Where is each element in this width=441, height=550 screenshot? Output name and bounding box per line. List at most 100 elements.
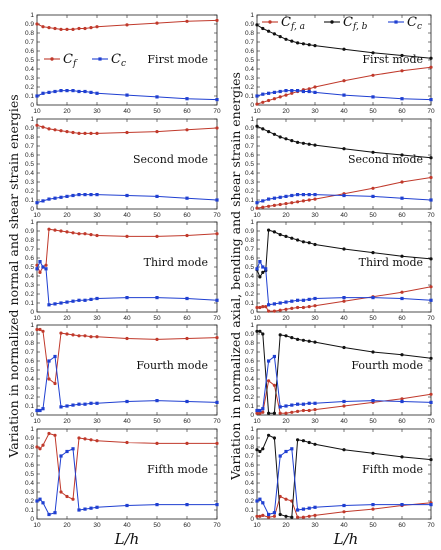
- right-fifth-mode-cf-b-point: [313, 442, 317, 446]
- left-fourth-mode-cc-line: [37, 355, 218, 411]
- left-fourth-mode-cc-point: [71, 403, 75, 407]
- left-fourth-mode-cc-point: [35, 408, 39, 413]
- right-second-mode-cf-a-point: [296, 200, 300, 204]
- left-second-mode-cc-point: [77, 193, 81, 197]
- y-tick-label: 0.5: [245, 264, 254, 271]
- y-tick-label: 0: [30, 412, 34, 419]
- y-tick-label: 0.5: [25, 367, 34, 374]
- right-fourth-mode-cf-b-point: [301, 338, 305, 342]
- y-tick-label: 0.2: [245, 84, 254, 91]
- right-first-mode-cf-b-point: [400, 53, 404, 58]
- left-fifth-mode-cc-point: [59, 454, 63, 458]
- right-fourth-mode-cf-b-point: [258, 329, 262, 333]
- right-first-mode-panel: 0 0.1 0.2 0.3 0.4 0.5 0.6 0.7 0.8 0.9 1 10 20 30 40 50 6…: [245, 12, 435, 115]
- right-second-mode-cf-a-point: [429, 175, 433, 180]
- x-tick-label: 60: [398, 522, 406, 529]
- left-fifth-mode-cc-point: [95, 505, 99, 509]
- right-second-mode-label: Second mode: [348, 153, 423, 166]
- y-tick-label: 0.4: [25, 480, 34, 487]
- x-tick-label: 20: [63, 315, 71, 322]
- right-fourth-mode-cc-point: [267, 359, 271, 363]
- x-tick-label: 20: [63, 522, 71, 529]
- x-tick-label: 10: [253, 212, 261, 219]
- left-first-mode-label: First mode: [147, 53, 208, 66]
- right-first-mode-cf-b-point: [255, 23, 259, 27]
- y-tick-label: 0.2: [245, 291, 254, 298]
- y-tick-label: 0.6: [25, 152, 34, 159]
- x-tick-label: 10: [33, 315, 41, 322]
- right-third-mode-cf-a-point: [272, 309, 276, 313]
- left-third-mode-cf-point: [77, 232, 81, 236]
- right-fourth-mode-cc-point: [307, 401, 311, 405]
- left-fifth-mode-cf-point: [215, 441, 219, 445]
- y-tick-label: 0.8: [25, 340, 34, 347]
- y-tick-label: 0: [250, 206, 254, 213]
- right-fourth-mode-cf-b-point: [296, 337, 300, 341]
- y-tick-label: 0.6: [25, 255, 34, 262]
- y-tick-label: 0.6: [25, 48, 34, 55]
- left-second-mode-cf-point: [95, 131, 99, 135]
- x-tick-label: 60: [398, 212, 406, 219]
- y-tick-label: 0.7: [25, 453, 34, 460]
- right-fourth-mode-cf-b-point: [371, 350, 375, 354]
- y-tick-label: 0.7: [25, 39, 34, 46]
- x-tick-label: 30: [93, 315, 101, 322]
- right-second-mode-cf-b-point: [371, 150, 375, 154]
- right-fourth-mode-cc-point: [371, 399, 375, 403]
- left-second-mode-cf-point: [77, 131, 81, 135]
- left-first-mode-cc-point: [47, 90, 51, 94]
- left-fifth-mode-cc-point: [185, 503, 189, 507]
- left-fourth-mode-panel: 0 0.1 0.2 0.3 0.4 0.5 0.6 0.7 0.8 0.9 1 10 20 30 40 50 6…: [25, 322, 221, 425]
- y-tick-label: 0.2: [25, 84, 34, 91]
- right-fourth-mode-cc-point: [284, 404, 288, 408]
- right-first-mode-cc-point: [296, 89, 300, 93]
- left-first-mode-cf-point: [125, 23, 129, 27]
- left-first-mode-cc-point: [77, 89, 81, 94]
- y-tick-label: 0.1: [25, 507, 34, 514]
- y-tick-label: 0.8: [25, 134, 34, 141]
- left-second-mode-cc-point: [89, 193, 93, 197]
- y-tick-label: 0.3: [25, 385, 34, 392]
- y-tick-label: 0.8: [25, 237, 34, 244]
- left-fourth-mode-cf-point: [71, 333, 75, 337]
- left-first-mode-cf-point: [155, 21, 159, 25]
- left-fifth-mode-cf-point: [35, 445, 39, 449]
- x-tick-label: 70: [427, 315, 435, 322]
- right-first-mode-cf-b-point: [296, 41, 300, 45]
- y-tick-label: 0.8: [25, 444, 34, 451]
- left-third-mode-cf-point: [38, 270, 42, 274]
- y-tick-label: 1: [30, 12, 34, 19]
- right-third-mode-cf-b-point: [429, 257, 433, 261]
- left-fifth-mode-cc-point: [47, 512, 51, 517]
- y-tick-label: 0.7: [245, 246, 254, 253]
- right-second-mode-cf-a-point: [301, 199, 305, 203]
- y-tick-label: 1: [250, 426, 254, 433]
- right-fourth-mode-cc-point: [296, 402, 300, 406]
- right-third-mode-cf-a-point: [400, 290, 404, 294]
- y-tick-label: 0.9: [245, 228, 254, 235]
- right-second-mode-cc-point: [342, 193, 346, 198]
- y-tick-label: 0.5: [245, 161, 254, 168]
- right-fifth-mode-cf-b-point: [400, 455, 404, 459]
- left-fifth-mode-cf-point: [185, 441, 189, 445]
- x-tick-label: 40: [123, 522, 131, 529]
- right-fifth-mode-cf-a-point: [261, 513, 265, 518]
- y-tick-label: 1: [250, 322, 254, 329]
- left-fourth-mode-cc-point: [41, 407, 45, 411]
- right-third-mode-cf-a-point: [261, 305, 265, 309]
- left-first-mode-cc-point: [215, 98, 219, 102]
- right-second-mode-cf-b-point: [278, 135, 282, 139]
- y-tick-label: 0.6: [245, 48, 254, 55]
- y-tick-label: 0.3: [245, 75, 254, 82]
- y-tick-label: 0: [30, 102, 34, 109]
- x-tick-label: 30: [311, 315, 319, 322]
- right-second-mode-cf-a-point: [400, 180, 404, 184]
- y-tick-label: 0.5: [25, 264, 34, 271]
- left-first-mode-cc-point: [35, 94, 39, 98]
- x-tick-label: 40: [340, 418, 348, 425]
- left-second-mode-cf-point: [83, 131, 87, 135]
- right-first-mode-cc-point: [290, 89, 294, 93]
- y-tick-label: 0.3: [25, 489, 34, 496]
- right-second-mode-cc-point: [429, 198, 433, 202]
- y-tick-label: 0.7: [245, 453, 254, 460]
